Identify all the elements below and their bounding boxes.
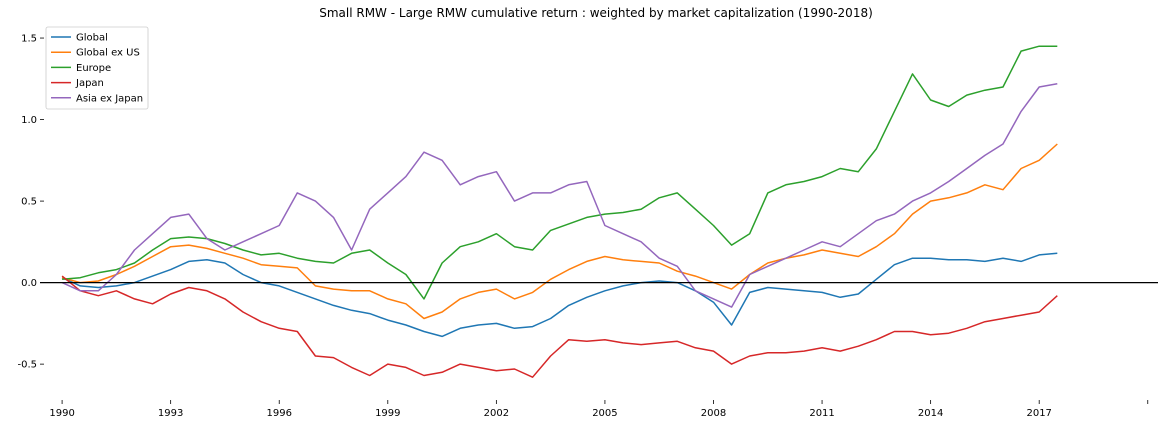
x-axis: 1990 1993 1996 1999 2002 2005 2008 2011 2014 2017 [49, 400, 1149, 419]
chart-title: Small RMW - Large RMW cumulative return … [319, 6, 873, 20]
x-tick-label: 2002 [484, 408, 509, 419]
x-tick-label: 2008 [701, 408, 726, 419]
x-tick-label: 1996 [267, 408, 292, 419]
x-tick-label: 2014 [918, 408, 943, 419]
legend-label-4: Asia ex Japan [76, 93, 143, 104]
x-tick-label: 2011 [809, 408, 834, 419]
x-tick-label: 1990 [49, 408, 74, 419]
legend: Global Global ex US Europe Japan Asia ex Jap… [45, 26, 149, 110]
y-tick-label: 0.5 [21, 197, 37, 208]
y-axis: -0.5 0.0 0.5 1.0 1.5 [17, 34, 44, 371]
x-tick-label: 2017 [1026, 408, 1051, 419]
legend-label-2: Europe [76, 63, 111, 74]
series-line-3 [61, 275, 1058, 378]
plot-area [61, 45, 1058, 378]
y-tick-label: -0.5 [17, 360, 37, 371]
y-tick-label: 1.5 [21, 34, 37, 45]
legend-box [45, 26, 149, 110]
y-tick-label: 1.0 [21, 115, 37, 126]
legend-label-3: Japan [75, 78, 104, 89]
series-line-1 [61, 143, 1058, 320]
y-tick-label: 0.0 [21, 278, 37, 289]
legend-label-1: Global ex US [76, 48, 140, 59]
legend-label-0: Global [76, 33, 108, 44]
x-tick-label: 1993 [158, 408, 183, 419]
series-line-2 [62, 45, 1058, 300]
series-line-0 [61, 252, 1058, 338]
x-tick-label: 1999 [375, 408, 400, 419]
series-line-4 [61, 82, 1058, 308]
x-tick-label: 2005 [592, 408, 617, 419]
